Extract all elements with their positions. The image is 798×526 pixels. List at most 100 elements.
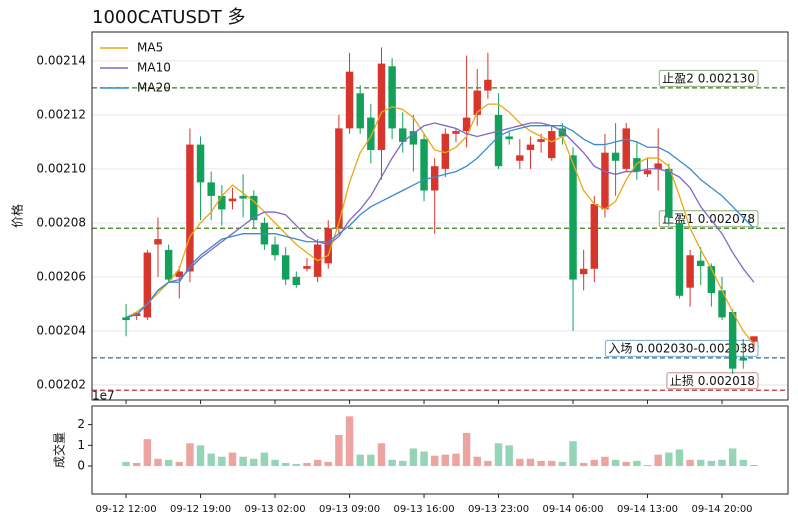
candle-body [292, 276, 301, 285]
volume-bar [218, 456, 226, 467]
candle-body [590, 203, 599, 269]
volume-bar [579, 462, 588, 467]
volume-bar [441, 454, 450, 467]
candle-body [643, 170, 652, 175]
volume-bar [335, 434, 343, 467]
volume-bar [281, 462, 290, 467]
volume-bar [622, 461, 630, 467]
candle-body [473, 90, 481, 115]
candle-body [516, 155, 524, 161]
volume-bar [739, 459, 748, 467]
candle-body [750, 336, 758, 342]
volume-bar [484, 460, 492, 467]
candle-body [367, 117, 375, 150]
legend-label: MA20 [137, 81, 171, 95]
legend-label: MA10 [137, 61, 171, 75]
volume-bar [207, 453, 215, 467]
volume-bar [132, 462, 141, 467]
volume-bar [420, 451, 428, 467]
volume-bar [186, 443, 194, 467]
candle-body [579, 268, 588, 275]
candle-body [505, 136, 513, 140]
level-label-box [666, 372, 759, 390]
volume-bar [718, 459, 726, 467]
volume-bar [345, 416, 354, 467]
volume-bar [675, 449, 684, 467]
y-axis-label: 价格 [10, 204, 25, 228]
x-tick-label: 09-14 20:00 [691, 504, 752, 515]
volume-bar [409, 448, 418, 467]
volume-bar [430, 455, 439, 467]
volume-bar [601, 456, 609, 467]
x-tick-label: 09-14 06:00 [542, 504, 603, 515]
volume-bar [239, 456, 247, 467]
candle-body [633, 158, 641, 172]
candle-body [218, 195, 226, 210]
volume-bar [175, 461, 183, 467]
volume-bar [654, 454, 662, 467]
candle-body [345, 71, 354, 129]
candle-body [324, 228, 332, 264]
volume-bar [122, 461, 130, 467]
y-tick-label: 0.00210 [36, 161, 86, 175]
candle-body [739, 357, 748, 361]
candle-body [164, 249, 173, 280]
candle-body [537, 139, 545, 142]
y-tick-label: 0.00208 [36, 215, 86, 229]
volume-bar [399, 460, 407, 467]
volume-bar [750, 465, 758, 467]
candle-body [377, 63, 386, 150]
volume-bar [452, 453, 460, 467]
candle-body [441, 133, 450, 169]
y-tick-label: 0.00212 [36, 107, 86, 121]
volume-bar [356, 454, 364, 467]
volume-bar [526, 458, 535, 467]
y-tick-label: 0.00214 [36, 53, 86, 67]
candle-body [452, 131, 460, 134]
level-label-box [658, 69, 759, 87]
volume-bar [569, 441, 577, 467]
volume-bar [473, 456, 481, 467]
candle-body [686, 255, 694, 288]
candle-body [250, 195, 258, 221]
y-tick-label: 0.00206 [36, 269, 86, 283]
x-tick-label: 09-14 13:00 [617, 504, 678, 515]
candle-body [409, 131, 418, 145]
volume-bar [665, 452, 673, 467]
volume-bar [367, 454, 375, 467]
volume-bar [728, 448, 737, 467]
candle-body [239, 195, 247, 199]
candle-body [718, 290, 726, 318]
level-label-box [658, 210, 759, 228]
ma-line [125, 125, 755, 319]
plot-frame [91, 405, 789, 495]
volume-bar [494, 443, 503, 467]
candle-body [697, 260, 705, 267]
x-tick-label: 09-13 02:00 [245, 504, 306, 515]
x-tick-label: 09-13 23:00 [468, 504, 529, 515]
y-axis-label: 成交量 [52, 432, 67, 468]
volume-bar [558, 461, 567, 467]
candle-body [494, 114, 503, 167]
candle-body [462, 117, 471, 132]
y-tick-label: 0 [77, 459, 85, 473]
candle-body [728, 311, 737, 369]
volume-bar [324, 461, 332, 467]
candle-body [622, 128, 630, 169]
candle-body [154, 239, 162, 245]
candle-body [611, 152, 620, 161]
volume-bar [260, 452, 269, 467]
candle-body [654, 163, 662, 169]
candle-body [228, 198, 237, 202]
candle-body [420, 139, 428, 191]
volume-bar [611, 459, 620, 467]
candle-body [303, 266, 311, 269]
volume-bar [537, 460, 545, 467]
candle-body [548, 131, 556, 159]
volume-bar [143, 439, 152, 467]
x-tick-label: 09-13 16:00 [394, 504, 455, 515]
volume-bar [154, 458, 162, 467]
volume-bar [313, 459, 322, 467]
volume-bar [196, 445, 205, 467]
